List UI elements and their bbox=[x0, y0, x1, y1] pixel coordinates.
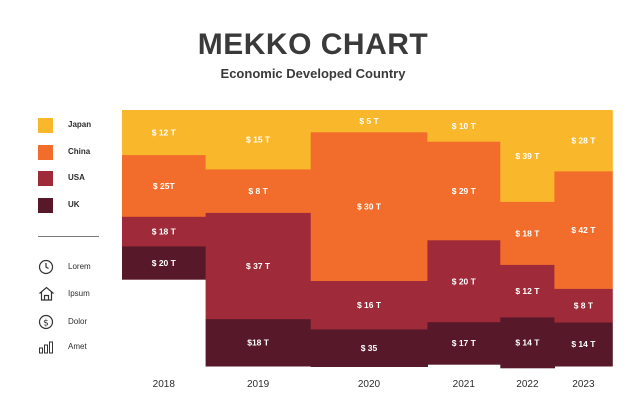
data-label-uk-2020: $ 35 bbox=[361, 343, 378, 353]
bar-chart-icon bbox=[39, 341, 53, 354]
data-label-usa-2018: $ 18 T bbox=[152, 227, 177, 237]
data-label-china-2023: $ 42 T bbox=[571, 225, 596, 235]
data-label-japan-2022: $ 39 T bbox=[515, 151, 540, 161]
data-label-uk-2018: $ 20 T bbox=[152, 258, 177, 268]
side-item-label: Dolor bbox=[68, 317, 88, 326]
data-label-usa-2019: $ 37 T bbox=[246, 261, 271, 271]
legend-item-uk: UK bbox=[38, 198, 138, 214]
legend-label-uk: UK bbox=[68, 200, 80, 209]
data-label-china-2018: $ 25T bbox=[153, 181, 176, 191]
data-label-japan-2020: $ 5 T bbox=[359, 116, 379, 126]
side-item-amet: Amet bbox=[38, 338, 138, 356]
data-label-usa-2022: $ 12 T bbox=[515, 286, 540, 296]
side-item-label: Ipsum bbox=[68, 289, 90, 298]
segment-china-2021 bbox=[427, 141, 501, 241]
segment-china-2022 bbox=[500, 201, 555, 266]
data-label-japan-2021: $ 10 T bbox=[452, 121, 477, 131]
chart-subtitle: Economic Developed Country bbox=[220, 66, 406, 81]
x-tick-label-2021: 2021 bbox=[453, 379, 476, 390]
segment-japan-2021 bbox=[427, 110, 501, 143]
segment-usa-2018 bbox=[122, 216, 207, 247]
data-label-usa-2023: $ 8 T bbox=[574, 301, 594, 311]
segment-japan-2018 bbox=[122, 110, 207, 156]
segment-uk-2018 bbox=[122, 246, 207, 280]
segment-japan-2023 bbox=[554, 110, 613, 172]
x-tick-label-2022: 2022 bbox=[516, 379, 539, 390]
svg-text:$: $ bbox=[43, 319, 49, 329]
segment-uk-2022 bbox=[500, 317, 555, 369]
data-label-china-2020: $ 30 T bbox=[357, 202, 382, 212]
data-label-japan-2023: $ 28 T bbox=[571, 136, 596, 146]
data-label-china-2019: $ 8 T bbox=[248, 186, 268, 196]
segment-usa-2020 bbox=[310, 281, 428, 330]
x-tick-label-2023: 2023 bbox=[572, 379, 595, 390]
data-label-china-2022: $ 18 T bbox=[515, 228, 540, 238]
segment-japan-2022 bbox=[500, 110, 555, 203]
data-label-japan-2018: $ 12 T bbox=[152, 128, 177, 138]
legend-label-japan: Japan bbox=[68, 120, 92, 129]
x-tick-label-2020: 2020 bbox=[358, 379, 381, 390]
segment-china-2023 bbox=[554, 171, 613, 290]
legend-swatch-usa bbox=[38, 171, 53, 186]
legend-swatch-china bbox=[38, 145, 53, 160]
data-label-japan-2019: $ 15 T bbox=[246, 135, 271, 145]
legend-item-china: China bbox=[38, 145, 138, 161]
data-label-uk-2023: $ 14 T bbox=[571, 339, 596, 349]
segment-japan-2019 bbox=[205, 110, 312, 170]
data-label-china-2021: $ 29 T bbox=[452, 186, 477, 196]
legend-label-usa: USA bbox=[68, 173, 85, 182]
segment-china-2018 bbox=[122, 155, 207, 218]
segment-china-2020 bbox=[310, 132, 428, 282]
segment-usa-2019 bbox=[205, 212, 312, 320]
side-item-label: Amet bbox=[68, 342, 87, 351]
legend-swatch-uk bbox=[38, 198, 53, 213]
legend-item-usa: USA bbox=[38, 171, 138, 187]
segment-uk-2023 bbox=[554, 322, 613, 367]
legend-item-japan: Japan bbox=[38, 118, 138, 134]
side-item-label: Lorem bbox=[68, 262, 91, 271]
data-label-uk-2021: $ 17 T bbox=[452, 338, 477, 348]
segment-uk-2020 bbox=[310, 329, 428, 367]
segment-usa-2023 bbox=[554, 288, 613, 323]
legend-divider bbox=[38, 236, 99, 237]
data-label-uk-2019: $18 T bbox=[247, 338, 270, 348]
data-label-usa-2021: $ 20 T bbox=[452, 276, 477, 286]
segment-china-2019 bbox=[205, 169, 312, 214]
data-label-uk-2022: $ 14 T bbox=[515, 338, 540, 348]
home-icon bbox=[39, 286, 54, 301]
side-item-lorem: Lorem bbox=[38, 258, 138, 276]
clock-icon bbox=[38, 259, 54, 275]
side-item-dolor: $ Dolor bbox=[38, 313, 138, 331]
x-tick-label-2018: 2018 bbox=[153, 379, 176, 390]
legend-label-china: China bbox=[68, 147, 91, 156]
side-item-ipsum: Ipsum bbox=[38, 285, 138, 303]
segment-uk-2021 bbox=[427, 322, 501, 365]
segment-japan-2020 bbox=[310, 110, 428, 133]
x-tick-label-2019: 2019 bbox=[247, 379, 270, 390]
segment-uk-2019 bbox=[205, 319, 312, 367]
chart-title: MEKKO CHART bbox=[197, 28, 429, 61]
data-label-usa-2020: $ 16 T bbox=[357, 300, 382, 310]
legend-swatch-japan bbox=[38, 118, 53, 133]
dollar-icon: $ bbox=[38, 314, 54, 330]
segment-usa-2021 bbox=[427, 240, 501, 323]
segment-usa-2022 bbox=[500, 264, 555, 318]
